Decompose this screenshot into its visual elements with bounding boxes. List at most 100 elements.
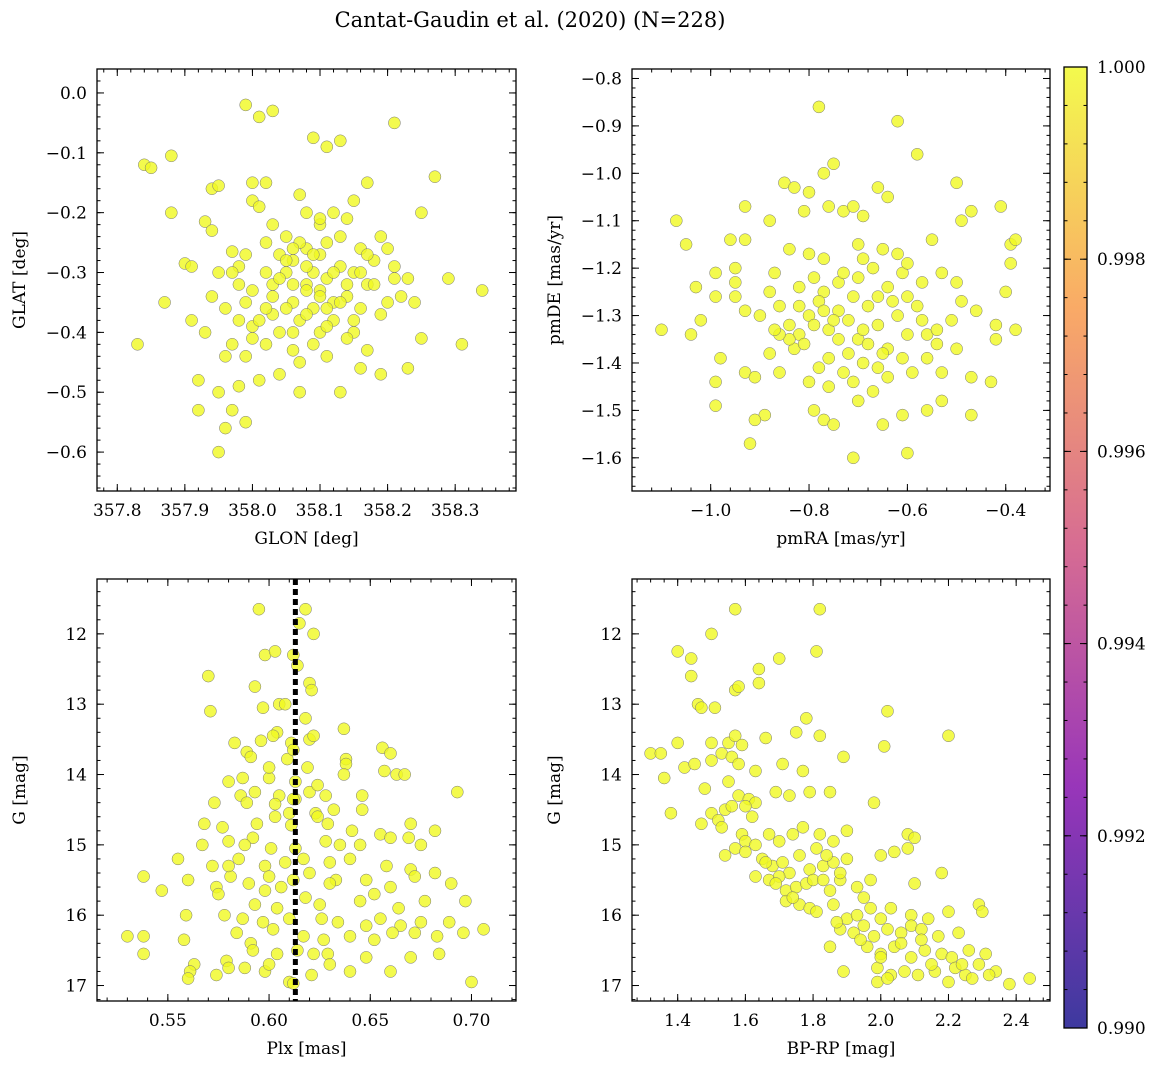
data-point: [374, 368, 388, 381]
data-point: [827, 157, 840, 171]
data-point: [935, 366, 949, 379]
data-point: [911, 968, 925, 982]
data-point: [300, 260, 313, 273]
data-point: [972, 958, 986, 971]
data-point: [854, 933, 867, 947]
data-point: [904, 951, 918, 964]
colorbar-gradient: [1063, 66, 1088, 1029]
data-point: [749, 764, 762, 778]
data-point: [131, 338, 144, 351]
data-point: [820, 849, 833, 862]
data-point: [813, 602, 827, 616]
data-point: [232, 314, 246, 327]
data-point: [812, 361, 826, 374]
data-point: [137, 930, 150, 943]
data-point: [279, 254, 293, 267]
data-point: [313, 290, 327, 303]
x-tick-label: 0.60: [250, 1011, 288, 1031]
y-tick-label: −0.3: [46, 264, 87, 284]
data-point: [278, 697, 292, 711]
data-point: [837, 266, 850, 280]
x-tick-label: 2.0: [867, 1011, 894, 1031]
data-point: [286, 278, 300, 291]
data-point: [388, 260, 401, 273]
data-point: [955, 958, 969, 971]
data-point: [258, 859, 272, 873]
data-point: [749, 838, 762, 852]
data-point: [262, 958, 276, 971]
data-point: [323, 856, 337, 869]
data-point: [266, 923, 280, 936]
data-point: [684, 328, 698, 341]
data-point: [979, 947, 992, 961]
data-point: [361, 344, 374, 357]
data-point: [394, 290, 408, 303]
data-point: [218, 908, 231, 922]
colorbar-tick-label: 0.994: [1097, 635, 1146, 655]
data-point: [935, 394, 949, 408]
data-point: [783, 318, 796, 332]
data-point: [714, 351, 727, 365]
x-tick-label: 0.55: [149, 1011, 187, 1031]
data-point: [827, 418, 840, 431]
data-point: [725, 799, 739, 813]
data-point: [807, 318, 821, 332]
panel-pmra-pmde: −1.0 −0.8 −0.6 −0.4 −0.8 −0.9 −1.0 −1.1 −1.2 −1.3…: [545, 68, 1051, 549]
data-point: [408, 296, 421, 309]
data-point: [679, 238, 693, 251]
data-point: [738, 304, 752, 318]
data-point: [320, 140, 334, 154]
data-point: [830, 915, 844, 929]
data-point: [444, 877, 458, 890]
data-point: [688, 757, 701, 771]
data-point: [246, 944, 260, 957]
data-point: [876, 242, 890, 256]
y-tick-label: −0.2: [46, 204, 87, 224]
data-point: [252, 314, 266, 327]
data-point: [752, 662, 766, 676]
data-point: [293, 385, 306, 399]
data-point: [866, 385, 880, 398]
data-point: [392, 901, 405, 915]
data-point: [208, 796, 221, 809]
data-point: [654, 747, 668, 760]
data-point: [891, 309, 904, 322]
y-axis-label: GLAT [deg]: [10, 231, 30, 329]
data-point: [171, 852, 185, 866]
data-point: [404, 817, 417, 831]
data-point: [729, 261, 742, 275]
data-point: [867, 930, 881, 943]
data-point: [320, 236, 334, 249]
data-point: [861, 337, 875, 351]
y-tick-label: 15: [600, 836, 622, 856]
data-point: [246, 176, 259, 189]
data-point: [300, 308, 313, 321]
data-point: [856, 209, 870, 223]
data-point: [278, 856, 292, 869]
data-point: [709, 266, 722, 280]
x-tick-label: 0.70: [453, 1011, 491, 1031]
data-point: [238, 961, 252, 975]
data-point: [837, 750, 850, 764]
data-point: [238, 838, 252, 852]
data-point: [856, 323, 870, 337]
data-point: [279, 302, 293, 315]
data-point: [748, 413, 762, 427]
data-point: [851, 238, 865, 251]
data-point: [904, 908, 918, 922]
data-point: [137, 947, 150, 961]
data-point: [384, 965, 397, 978]
data-point: [224, 870, 237, 883]
data-point: [837, 366, 850, 379]
colorbar-tick-label: 0.998: [1097, 250, 1146, 270]
axes-frame: [631, 68, 1051, 492]
data-point: [246, 332, 259, 345]
data-point: [876, 347, 890, 360]
data-point: [789, 726, 803, 739]
data-point: [384, 747, 397, 760]
data-point: [792, 299, 806, 313]
data-point: [876, 418, 890, 431]
data-point: [901, 842, 915, 855]
data-point: [1009, 323, 1022, 337]
